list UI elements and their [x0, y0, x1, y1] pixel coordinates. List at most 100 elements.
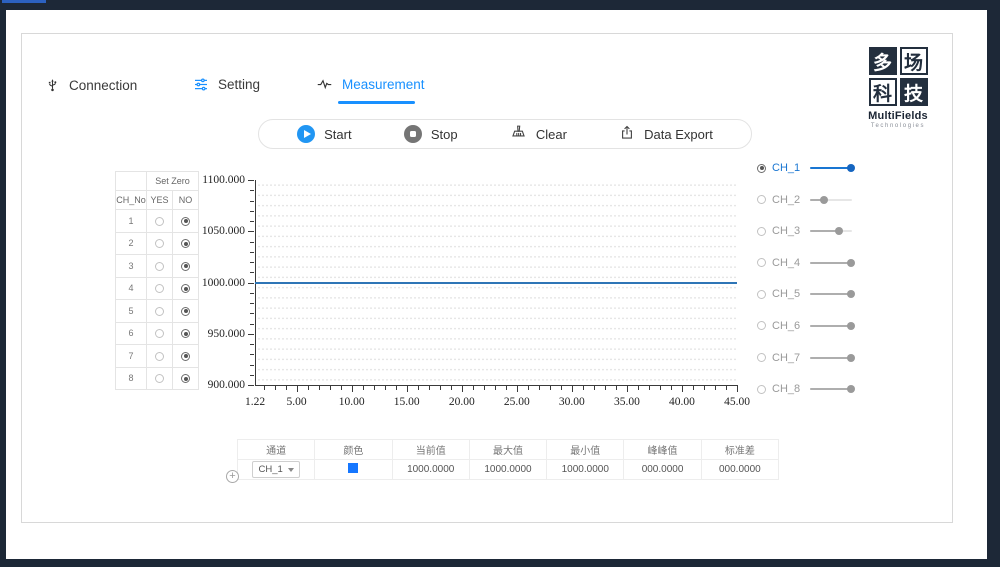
set-zero-no-radio[interactable] — [181, 351, 190, 361]
channel-radio[interactable] — [757, 195, 766, 205]
zero-table-row: 5 — [115, 299, 199, 323]
clear-button-label: Clear — [535, 126, 567, 142]
add-row-button[interactable]: + — [226, 470, 239, 483]
channel-radio[interactable] — [757, 258, 766, 268]
set-zero-yes-radio[interactable] — [155, 374, 164, 384]
slider-thumb[interactable] — [847, 290, 855, 299]
channel-select-value: CH_1 — [258, 464, 283, 475]
set-zero-no-radio[interactable] — [181, 216, 190, 226]
channel-slider[interactable] — [810, 353, 855, 362]
ch-no-cell: 2 — [115, 231, 147, 255]
logo-name: MultiFields — [868, 110, 928, 122]
zero-table-row: 3 — [115, 254, 199, 278]
channel-radio[interactable] — [757, 226, 766, 236]
channel-radio[interactable] — [757, 321, 766, 331]
col-yes: YES — [146, 190, 173, 210]
stop-button[interactable]: Stop — [403, 125, 458, 143]
channel-slider[interactable] — [810, 290, 855, 299]
set-zero-no-radio[interactable] — [181, 374, 190, 384]
titlebar-artifact — [2, 0, 46, 3]
channel-color-swatch[interactable] — [348, 463, 359, 473]
ch-no-cell: 3 — [115, 254, 147, 278]
stat-stddev: 000.0000 — [700, 459, 780, 480]
set-zero-no-radio[interactable] — [181, 284, 190, 294]
clear-button[interactable]: Clear — [510, 124, 567, 144]
broom-icon — [510, 124, 527, 144]
channel-radio[interactable] — [757, 384, 766, 394]
channel-label: CH_8 — [772, 383, 801, 396]
channel-radio[interactable] — [757, 163, 766, 173]
stats-header-current: 当前值 — [391, 439, 470, 460]
channel-row[interactable]: CH_2 — [757, 194, 852, 206]
logo-char-1: 多 — [868, 47, 897, 75]
start-button[interactable]: Start — [297, 125, 352, 143]
logo-subtitle: Technologies — [870, 123, 926, 129]
channel-slider[interactable] — [810, 258, 855, 267]
channel-slider[interactable] — [810, 164, 855, 172]
channel-row[interactable]: CH_4 — [757, 257, 855, 269]
data-export-button[interactable]: Data Export — [619, 124, 713, 144]
channel-row[interactable]: CH_3 — [757, 225, 852, 237]
set-zero-yes-radio[interactable] — [155, 239, 164, 249]
channel-row[interactable]: CH_7 — [757, 352, 855, 364]
channel-row[interactable]: CH_5 — [757, 288, 855, 301]
channel-label: CH_5 — [772, 288, 801, 301]
channel-slider[interactable] — [810, 195, 852, 204]
slider-thumb[interactable] — [847, 385, 855, 394]
channel-slider[interactable] — [810, 385, 855, 394]
sliders-icon — [193, 77, 209, 92]
zero-table-row: 8 — [115, 366, 199, 390]
stats-row: CH_1 1000.0000 1000.0000 1000.0000 000.0… — [236, 459, 780, 480]
tab-measurement[interactable]: Measurement — [316, 77, 425, 92]
set-zero-no-radio[interactable] — [181, 239, 190, 249]
channel-label: CH_2 — [772, 193, 801, 206]
stop-icon — [403, 125, 422, 143]
channel-row[interactable]: CH_1 — [757, 162, 855, 174]
channel-list: CH_1 CH_2 CH_3 CH_4 CH_5 CH_6 CH_7 CH_8 — [757, 162, 855, 396]
set-zero-yes-radio[interactable] — [155, 261, 164, 271]
set-zero-yes-radio[interactable] — [155, 306, 164, 316]
stat-min: 1000.0000 — [546, 459, 625, 480]
export-icon — [619, 124, 635, 144]
slider-thumb[interactable] — [820, 195, 828, 204]
logo-char-3: 科 — [868, 78, 897, 106]
play-icon — [297, 125, 316, 143]
slider-thumb[interactable] — [835, 227, 843, 236]
tab-connection-label: Connection — [69, 77, 138, 93]
set-zero-no-radio[interactable] — [181, 261, 190, 271]
channel-slider[interactable] — [810, 321, 855, 330]
channel-row[interactable]: CH_8 — [757, 383, 855, 396]
stats-header-max: 最大值 — [468, 439, 548, 460]
channel-radio[interactable] — [757, 289, 766, 299]
tab-measurement-label: Measurement — [342, 77, 425, 92]
slider-thumb[interactable] — [847, 353, 855, 362]
slider-thumb[interactable] — [847, 258, 855, 267]
set-zero-yes-radio[interactable] — [155, 216, 164, 226]
stats-header-min: 最小值 — [546, 439, 625, 460]
tab-connection[interactable]: Connection — [45, 77, 137, 93]
stats-header-stddev: 标准差 — [700, 439, 780, 460]
tab-setting[interactable]: Setting — [193, 77, 260, 92]
stat-peakpeak: 000.0000 — [623, 459, 702, 480]
tab-setting-label: Setting — [218, 77, 261, 92]
zero-table-row: 6 — [115, 321, 199, 345]
ch-no-cell: 1 — [115, 209, 147, 233]
channel-slider[interactable] — [810, 227, 852, 236]
channel-select[interactable]: CH_1 — [252, 461, 301, 478]
slider-thumb[interactable] — [847, 321, 855, 330]
slider-thumb[interactable] — [847, 164, 855, 172]
ch-no-cell: 4 — [115, 276, 147, 300]
logo-char-4: 技 — [899, 78, 928, 106]
active-tab-underline — [338, 101, 415, 104]
ch-no-cell: 6 — [115, 321, 147, 345]
set-zero-no-radio[interactable] — [181, 306, 190, 316]
start-button-label: Start — [324, 126, 352, 142]
set-zero-no-radio[interactable] — [181, 329, 190, 339]
channel-row[interactable]: CH_6 — [757, 320, 855, 332]
set-zero-yes-radio[interactable] — [155, 329, 164, 339]
set-zero-yes-radio[interactable] — [155, 284, 164, 294]
ch-no-cell: 7 — [115, 344, 147, 368]
set-zero-yes-radio[interactable] — [155, 351, 164, 361]
channel-radio[interactable] — [757, 353, 766, 363]
